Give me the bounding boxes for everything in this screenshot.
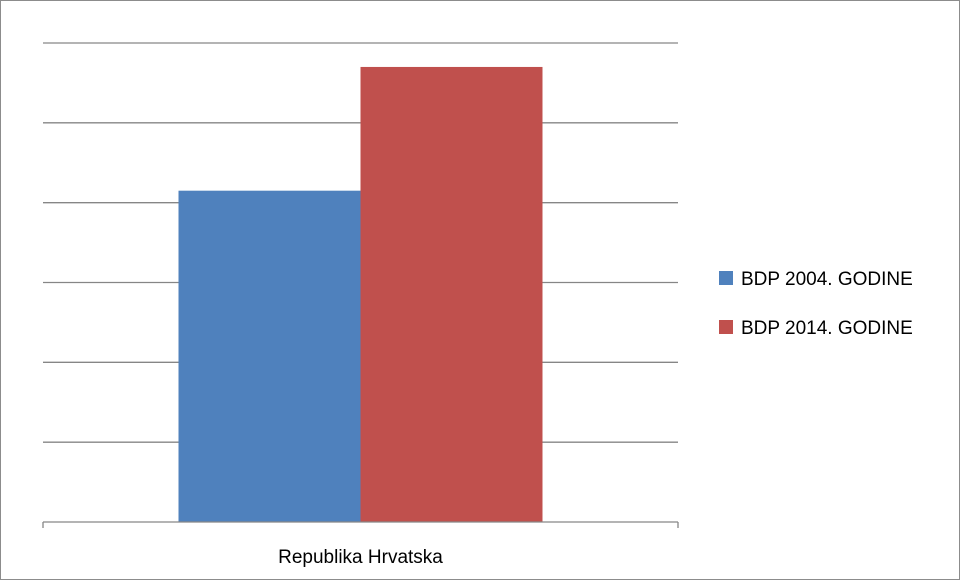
legend-item: BDP 2004. GODINE — [719, 269, 913, 290]
legend-label: BDP 2014. GODINE — [741, 318, 913, 339]
legend-swatch — [719, 320, 733, 334]
legend-item: BDP 2014. GODINE — [719, 318, 913, 339]
x-axis: Republika Hrvatska — [42, 521, 679, 568]
legend-label: BDP 2004. GODINE — [741, 269, 913, 290]
bar-2 — [360, 66, 543, 522]
x-tick-label: Republika Hrvatska — [278, 547, 443, 568]
bar-1 — [178, 190, 361, 523]
legend-swatch — [719, 271, 733, 285]
bars — [178, 66, 543, 523]
legend: BDP 2004. GODINE BDP 2014. GODINE — [719, 269, 913, 339]
